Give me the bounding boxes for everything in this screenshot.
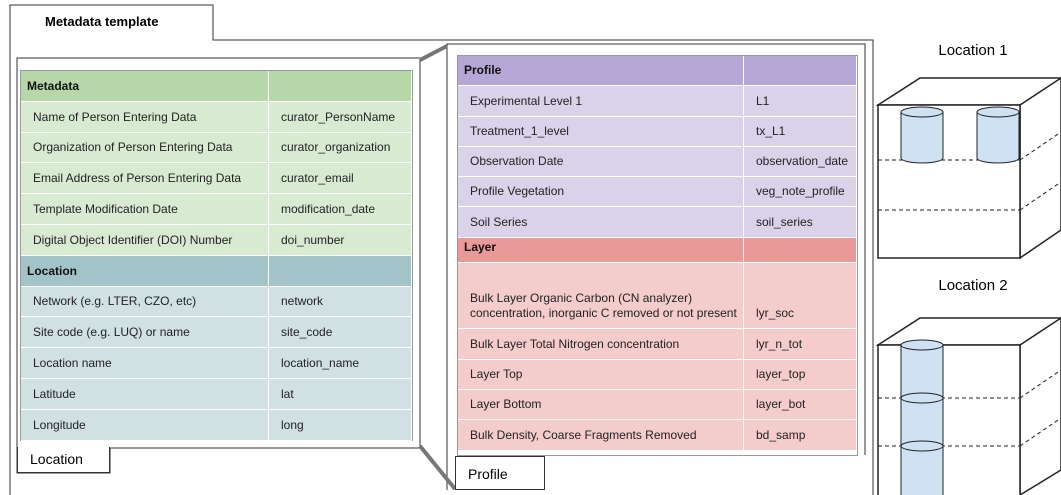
- field-label: Bulk Layer Total Nitrogen concentration: [458, 329, 744, 359]
- field-name: bd_samp: [744, 420, 857, 450]
- table-row: Longitude long: [21, 409, 412, 441]
- field-label: Observation Date: [458, 146, 744, 177]
- field-label: Site code (e.g. LUQ) or name: [21, 317, 269, 348]
- field-name: L1: [744, 86, 857, 116]
- field-label: Template Modification Date: [21, 194, 269, 224]
- field-label: Treatment_1_level: [458, 116, 744, 146]
- field-label: Organization of Person Entering Data: [21, 132, 269, 163]
- table-row: Layer Top layer_top: [458, 359, 857, 391]
- field-name: long: [269, 409, 412, 440]
- cube: [875, 77, 1061, 260]
- field-label: Layer Top: [458, 359, 744, 390]
- field-label: Soil Series: [458, 207, 744, 237]
- field-name: lyr_soc: [744, 262, 857, 329]
- table-row: Experimental Level 1 L1: [458, 86, 857, 117]
- table-row: Layer Bottom layer_bot: [458, 390, 857, 421]
- field-label: Bulk Layer Organic Carbon (CN analyzer) …: [458, 262, 744, 329]
- field-label: Location name: [21, 348, 269, 378]
- empty-cell: [269, 71, 412, 101]
- table-row: Treatment_1_level tx_L1: [458, 116, 857, 147]
- template-tab: Metadata template: [45, 14, 159, 29]
- sheet-tab: Profile: [455, 456, 545, 490]
- section-header: Metadata: [21, 71, 412, 102]
- empty-cell: [744, 56, 857, 86]
- table-row: Location name location_name: [21, 348, 412, 379]
- field-label: Network (e.g. LTER, CZO, etc): [21, 286, 269, 317]
- table-row: Soil Series soil_series: [458, 207, 857, 238]
- table-row: Profile Vegetation veg_note_profile: [458, 177, 857, 208]
- field-name: modification_date: [269, 194, 412, 224]
- table-row: Bulk Layer Organic Carbon (CN analyzer) …: [458, 262, 857, 330]
- field-name: layer_top: [744, 359, 857, 390]
- field-name: doi_number: [269, 224, 412, 255]
- table-row: Name of Person Entering Data curator_Pers…: [21, 101, 412, 133]
- table-row: Bulk Layer Total Nitrogen concentration l…: [458, 329, 857, 360]
- table-row: Network (e.g. LTER, CZO, etc) network: [21, 286, 412, 318]
- field-name: curator_PersonName: [269, 101, 412, 132]
- section-header: Profile: [458, 56, 857, 87]
- cube: [875, 317, 1061, 495]
- field-name: site_code: [269, 317, 412, 348]
- sheet-tab: Location: [17, 447, 110, 473]
- section-header: Location: [21, 255, 412, 287]
- table-row: Email Address of Person Entering Data cur…: [21, 163, 412, 195]
- field-name: curator_organization: [269, 132, 412, 163]
- field-label: Longitude: [21, 409, 269, 440]
- location-label: Location 2: [938, 277, 1008, 294]
- field-label: Digital Object Identifier (DOI) Number: [21, 224, 269, 255]
- field-name: lyr_n_tot: [744, 329, 857, 359]
- table-row: Template Modification Date modification_d…: [21, 194, 412, 225]
- connector: [418, 444, 457, 491]
- field-label: Latitude: [21, 378, 269, 409]
- profile-table: Profile Experimental Level 1 L1 Treatment_1…: [457, 55, 858, 456]
- field-label: Experimental Level 1: [458, 86, 744, 116]
- field-label: Profile Vegetation: [458, 177, 744, 207]
- field-name: lat: [269, 378, 412, 409]
- section-title: Metadata: [21, 71, 269, 101]
- field-name: soil_series: [744, 207, 857, 237]
- table-row: Organization of Person Entering Data cura…: [21, 132, 412, 164]
- field-label: Name of Person Entering Data: [21, 101, 269, 132]
- empty-cell: [744, 237, 857, 262]
- location-label: Location 1: [938, 42, 1008, 59]
- field-name: layer_bot: [744, 390, 857, 420]
- table-row: Digital Object Identifier (DOI) Number do…: [21, 224, 412, 256]
- field-label: Layer Bottom: [458, 390, 744, 420]
- field-label: Email Address of Person Entering Data: [21, 163, 269, 194]
- section-title: Profile: [458, 56, 744, 86]
- template-outline: [9, 4, 874, 495]
- field-name: location_name: [269, 348, 412, 378]
- connector: [419, 44, 448, 62]
- field-name: veg_note_profile: [744, 177, 857, 207]
- table-row: Site code (e.g. LUQ) or name site_code: [21, 317, 412, 349]
- field-name: tx_L1: [744, 116, 857, 146]
- table-row: Bulk Density, Coarse Fragments Removed bd…: [458, 420, 857, 451]
- location-table: Metadata Name of Person Entering Data cura…: [20, 70, 413, 441]
- section-title: Location: [21, 255, 269, 286]
- section-title: Layer: [458, 237, 744, 262]
- empty-cell: [269, 255, 412, 286]
- table-row: Observation Date observation_date: [458, 146, 857, 178]
- table-row: Latitude lat: [21, 378, 412, 410]
- section-header: Layer: [458, 237, 857, 263]
- field-label: Bulk Density, Coarse Fragments Removed: [458, 420, 744, 450]
- field-name: curator_email: [269, 163, 412, 194]
- field-name: network: [269, 286, 412, 317]
- field-name: observation_date: [744, 146, 857, 177]
